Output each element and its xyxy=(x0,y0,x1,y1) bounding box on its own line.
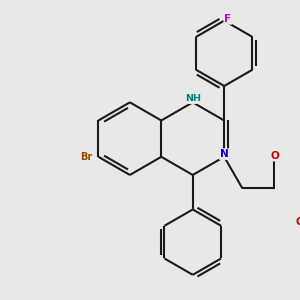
Text: Br: Br xyxy=(80,152,93,162)
Text: O: O xyxy=(271,151,279,160)
Text: N: N xyxy=(220,149,229,159)
Text: O: O xyxy=(295,217,300,226)
Text: F: F xyxy=(224,14,231,24)
Text: NH: NH xyxy=(185,94,201,103)
